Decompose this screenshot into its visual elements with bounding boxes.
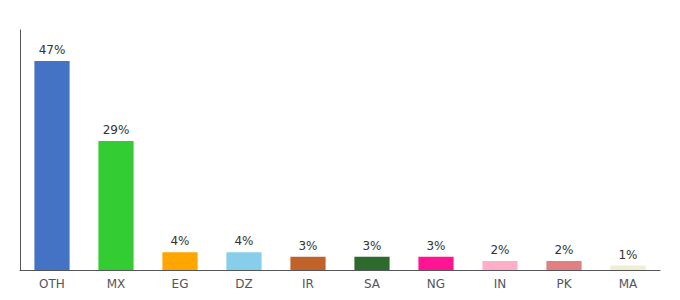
svg-text:3%: 3% <box>426 239 445 253</box>
svg-text:IR: IR <box>302 277 314 291</box>
svg-text:47%: 47% <box>39 43 66 57</box>
svg-text:4%: 4% <box>170 234 189 248</box>
svg-text:3%: 3% <box>362 239 381 253</box>
svg-text:3%: 3% <box>298 239 317 253</box>
svg-text:2%: 2% <box>554 243 573 257</box>
svg-text:MA: MA <box>619 277 638 291</box>
svg-text:IN: IN <box>494 277 507 291</box>
svg-text:NG: NG <box>427 277 445 291</box>
svg-text:PK: PK <box>556 277 572 291</box>
svg-text:EG: EG <box>172 277 189 291</box>
svg-text:SA: SA <box>364 277 381 291</box>
svg-text:4%: 4% <box>234 234 253 248</box>
svg-text:DZ: DZ <box>235 277 252 291</box>
svg-text:29%: 29% <box>103 123 130 137</box>
svg-text:MX: MX <box>107 277 126 291</box>
svg-text:1%: 1% <box>618 248 637 262</box>
svg-text:OTH: OTH <box>39 277 65 291</box>
svg-text:2%: 2% <box>490 243 509 257</box>
